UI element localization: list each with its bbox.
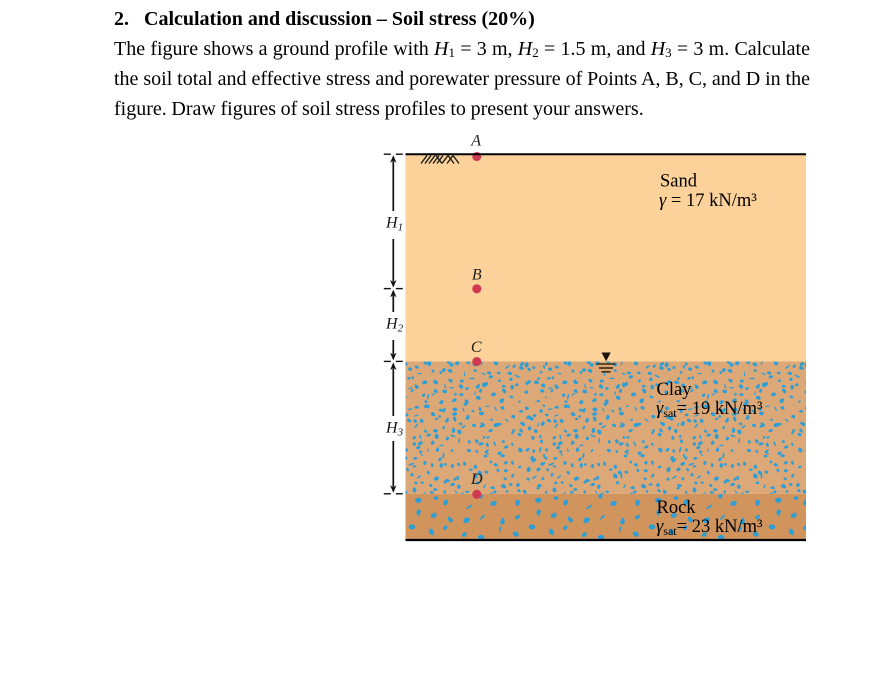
svg-text:C: C	[471, 339, 482, 356]
svg-text:B: B	[472, 266, 482, 283]
svg-text:γsat= 23 kN/m³: γsat= 23 kN/m³	[656, 517, 763, 538]
svg-text:γsat= 19 kN/m³: γsat= 19 kN/m³	[656, 399, 763, 420]
svg-text:Sand: Sand	[660, 171, 698, 191]
svg-text:Rock: Rock	[657, 498, 697, 518]
svg-text:Clay: Clay	[657, 380, 693, 400]
svg-text:A: A	[470, 133, 481, 150]
svg-text:D: D	[470, 471, 483, 488]
svg-text:γ = 17 kN/m³: γ = 17 kN/m³	[659, 191, 757, 211]
svg-text:H3: H3	[385, 419, 404, 438]
svg-text:H2: H2	[385, 315, 404, 334]
svg-text:H1: H1	[385, 214, 403, 233]
